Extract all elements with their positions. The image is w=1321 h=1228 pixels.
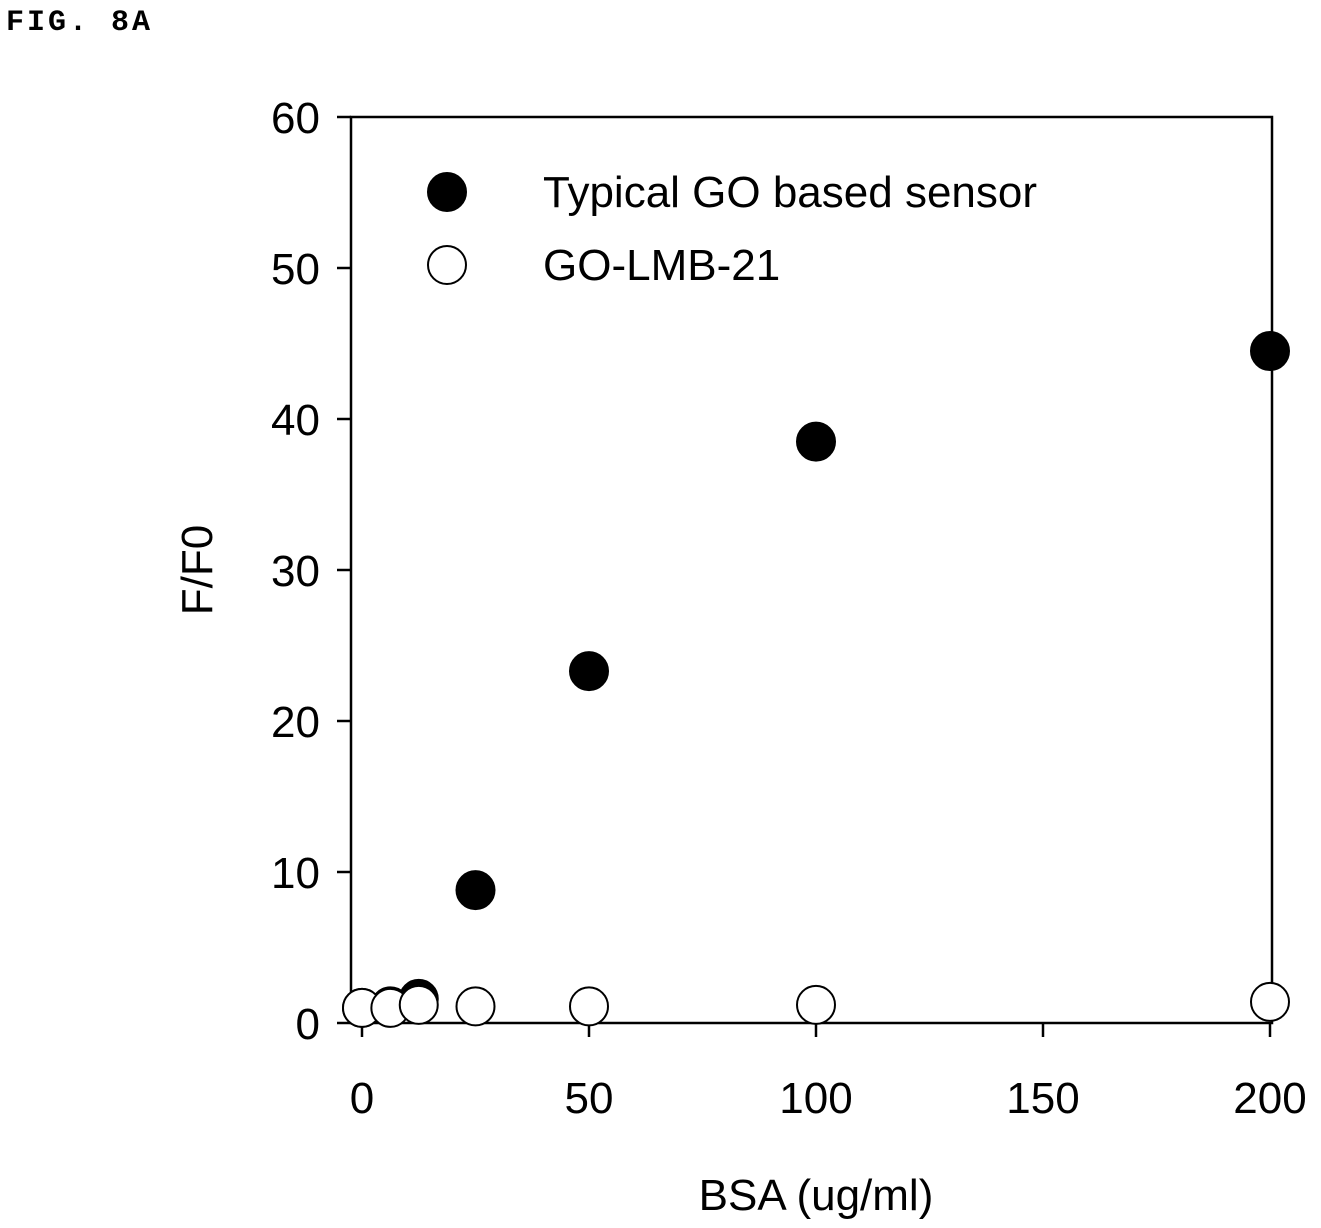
y-axis: 0 10 20 30 40 50 60 <box>271 94 351 1049</box>
x-tick-label: 0 <box>350 1074 374 1123</box>
y-tick-label: 20 <box>271 698 320 747</box>
x-tick-label: 100 <box>779 1074 852 1123</box>
data-point-go-lmb-21 <box>796 984 836 1025</box>
y-tick-label: 0 <box>296 1000 320 1049</box>
legend: Typical GO based sensor GO-LMB-21 <box>427 168 1037 290</box>
x-axis: 0 50 100 150 200 <box>350 1023 1307 1123</box>
legend-marker-go-lmb-21 <box>427 245 467 285</box>
data-point-go-lmb-21 <box>398 984 439 1025</box>
data-point-typical-go <box>796 421 836 462</box>
x-tick-label: 200 <box>1233 1074 1306 1123</box>
x-tick-label: 150 <box>1006 1074 1079 1123</box>
x-axis-title: BSA (ug/ml) <box>699 1171 934 1220</box>
data-point-typical-go <box>455 870 496 911</box>
figure-label: FIG. 8A <box>6 6 154 40</box>
y-axis-title: F/F0 <box>173 525 222 615</box>
y-tick-label: 40 <box>271 396 320 445</box>
y-tick-label: 10 <box>271 849 320 898</box>
data-points <box>342 331 1290 1028</box>
x-tick-label: 50 <box>565 1074 614 1123</box>
y-tick-label: 30 <box>271 547 320 596</box>
y-tick-label: 60 <box>271 94 320 143</box>
y-tick-label: 50 <box>271 245 320 294</box>
data-point-typical-go <box>569 651 609 692</box>
data-point-go-lmb-21 <box>1250 981 1290 1022</box>
data-point-typical-go <box>1250 331 1290 372</box>
legend-label-typical-go: Typical GO based sensor <box>543 168 1037 217</box>
legend-marker-typical-go <box>427 172 467 212</box>
data-point-go-lmb-21 <box>569 986 609 1027</box>
data-point-go-lmb-21 <box>455 986 496 1027</box>
legend-label-go-lmb-21: GO-LMB-21 <box>543 241 780 290</box>
